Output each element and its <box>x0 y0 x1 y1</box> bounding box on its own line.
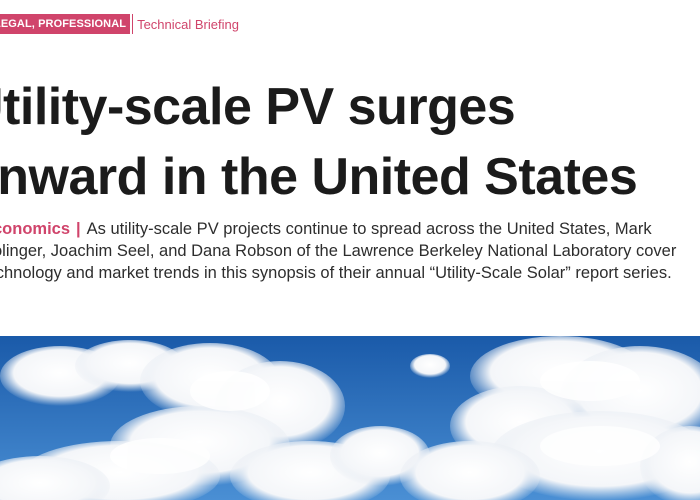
section-tag: LEGAL, PROFESSIONAL Technical Briefing <box>0 14 239 34</box>
intro-line-3: technology and market trends in this syn… <box>0 264 672 282</box>
article-headline: Utility-scale PV surges onward in the Un… <box>0 72 700 212</box>
section-label: Technical Briefing <box>137 16 239 32</box>
tag-divider <box>132 14 134 34</box>
article-intro: Economics | As utility-scale PV projects c… <box>0 218 700 284</box>
headline-line-2: onward in the United States <box>0 148 638 206</box>
sky-clouds-image <box>0 336 700 500</box>
intro-line-2: Bolinger, Joachim Seel, and Dana Robson … <box>0 242 677 260</box>
category-badge: LEGAL, PROFESSIONAL <box>0 14 131 34</box>
intro-kicker: Economics <box>0 220 71 238</box>
intro-text-1: As utility-scale PV projects continue to… <box>86 220 652 238</box>
intro-separator: | <box>76 220 81 238</box>
headline-line-1: Utility-scale PV surges <box>0 78 516 136</box>
cloud-photo <box>0 336 700 500</box>
intro-line-1: Economics | As utility-scale PV projects c… <box>0 218 700 240</box>
